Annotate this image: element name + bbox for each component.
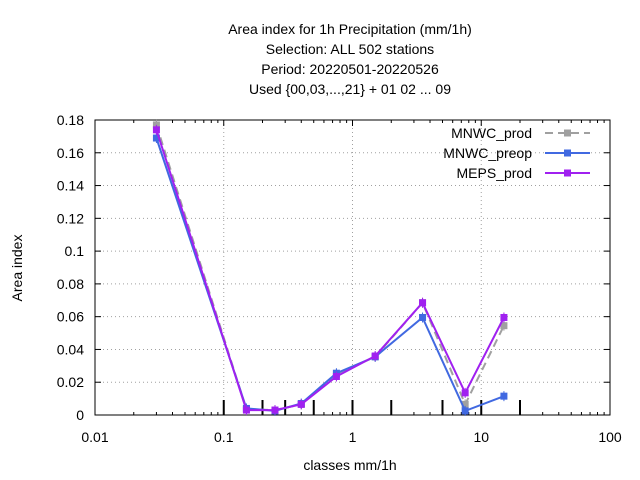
y-tick-label: 0.14 [57, 178, 84, 194]
x-tick-label: 0.01 [81, 429, 108, 445]
legend: MNWC_prod MNWC_preop MEPS_prod [443, 125, 590, 181]
x-axis-label: classes mm/1h [303, 457, 396, 473]
x-axis-ticks: 0.01 0.1 1 10 100 [81, 120, 622, 445]
y-tick-label: 0.02 [57, 374, 84, 390]
x-tick-label: 0.1 [214, 429, 234, 445]
y-tick-label: 0.06 [57, 309, 84, 325]
legend-label: MNWC_preop [443, 145, 532, 161]
y-axis-ticks: 0 0.02 0.04 0.06 0.08 0.1 0.12 0.14 0.16 0.18 [57, 112, 610, 423]
legend-label: MNWC_prod [451, 125, 532, 141]
legend-marker [564, 129, 571, 137]
legend-label: MEPS_prod [457, 165, 532, 181]
y-tick-label: 0.1 [65, 243, 85, 259]
series-lines [152, 119, 508, 416]
title-line: Period: 20220501-20220526 [261, 61, 439, 77]
series-line-mnwc-prod [155, 124, 505, 412]
series-line-meps-prod [155, 129, 505, 412]
y-axis-label: Area index [9, 235, 25, 302]
x-tick-label: 100 [598, 429, 622, 445]
x-tick-label: 10 [473, 429, 489, 445]
x-tick-label: 1 [349, 429, 357, 445]
legend-marker [564, 169, 571, 177]
y-tick-label: 0.08 [57, 276, 84, 292]
y-tick-label: 0.18 [57, 112, 84, 128]
legend-marker [564, 149, 571, 157]
title-line: Area index for 1h Precipitation (mm/1h) [228, 21, 472, 37]
title-line: Used {00,03,...,21} + 01 02 ... 09 [249, 81, 451, 97]
title-line: Selection: ALL 502 stations [266, 41, 434, 57]
y-tick-label: 0.04 [57, 341, 84, 357]
y-tick-label: 0 [76, 407, 84, 423]
chart-title: Area index for 1h Precipitation (mm/1h) S… [228, 21, 472, 97]
y-tick-label: 0.16 [57, 145, 84, 161]
grid [95, 120, 610, 415]
y-tick-label: 0.12 [57, 210, 84, 226]
